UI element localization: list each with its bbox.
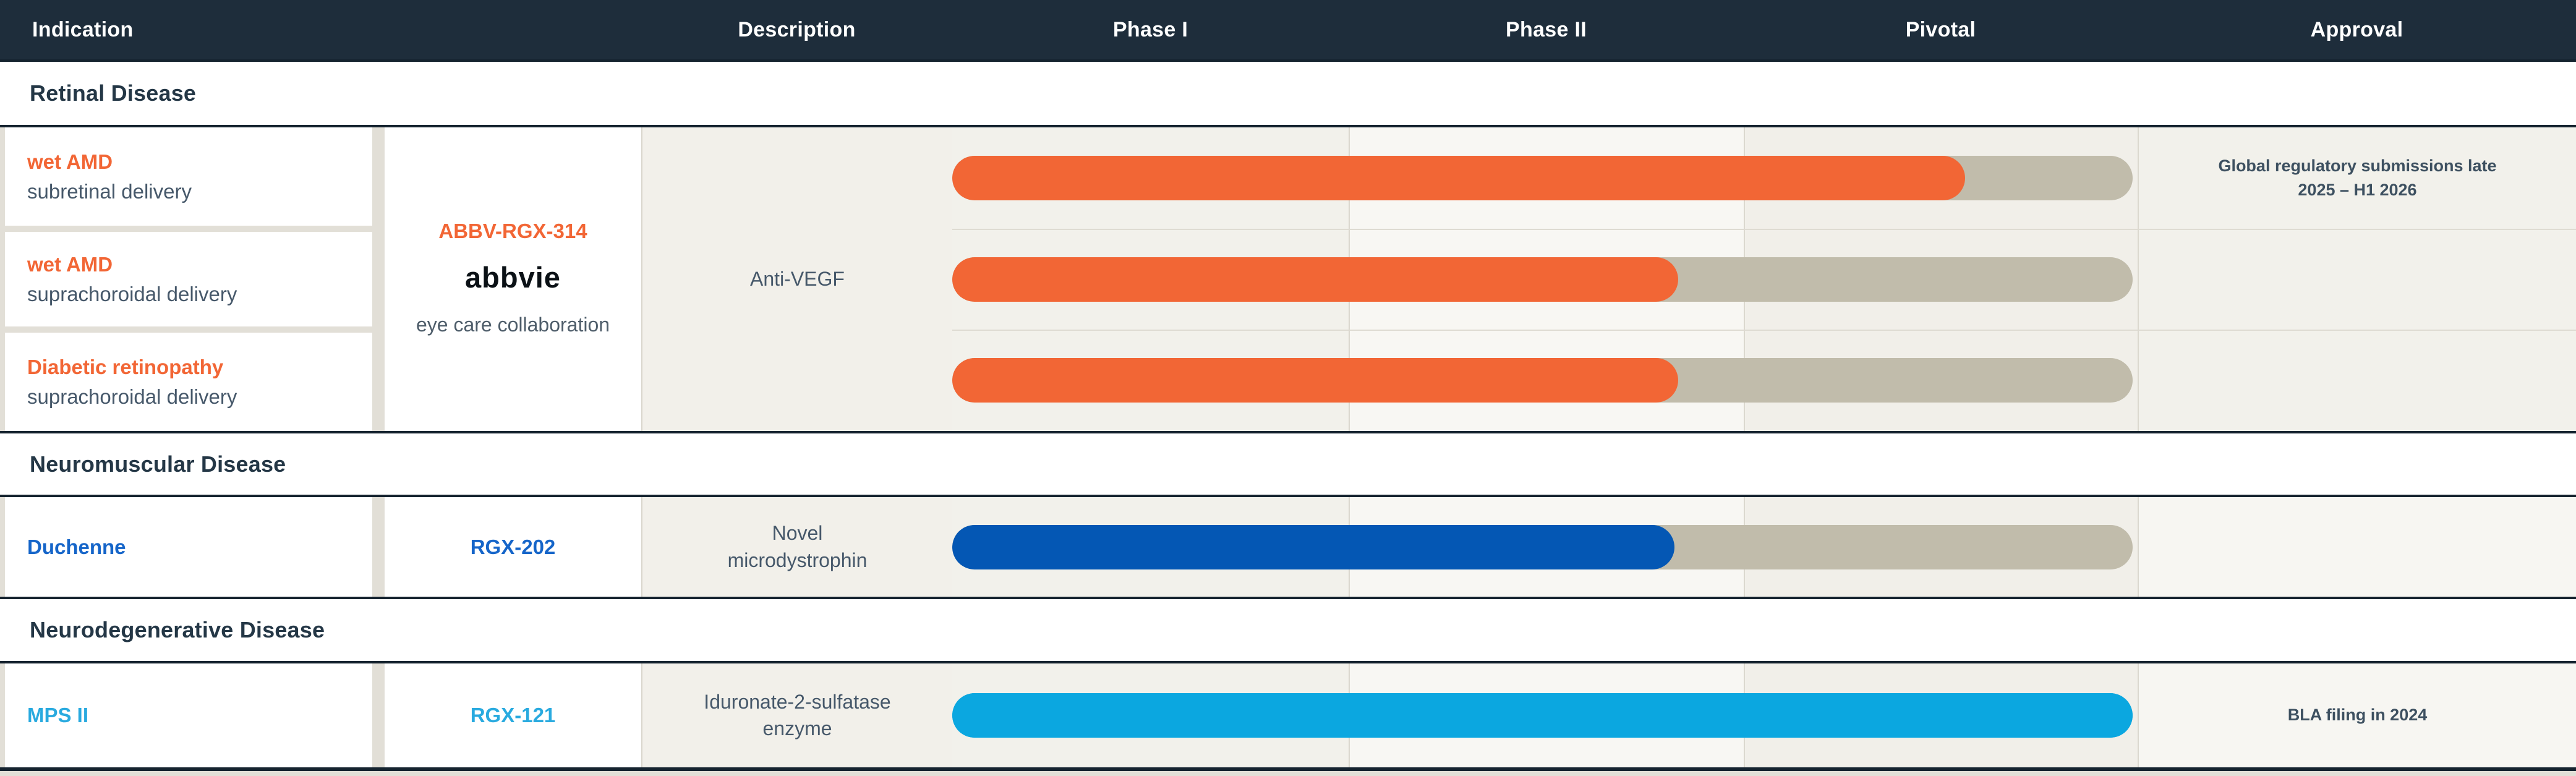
table-row-diabetic-retinopathy: Diabetic retinopathy suprachoroidal deli…: [0, 330, 2576, 433]
description-cell: Iduronate-2-sulfatase enzyme: [641, 663, 952, 767]
progress-track: [952, 257, 2133, 302]
delivery-label: suprachoroidal delivery: [27, 385, 237, 408]
table-row-duchenne: Duchenne RGX-202 Novel microdystrophin: [0, 497, 2576, 599]
delivery-label: subretinal delivery: [27, 179, 192, 203]
column-header-pivotal: Pivotal: [1905, 17, 1976, 41]
indication-label: Diabetic retinopathy: [27, 355, 224, 378]
approval-note: BLA filing in 2024: [2287, 706, 2428, 725]
partner-note: eye care collaboration: [416, 313, 610, 336]
table-row-mps-ii: MPS II RGX-121 Iduronate-2-sulfatase enz…: [0, 663, 2576, 771]
progress-fill: [952, 156, 1965, 200]
description-cell-anti-vegf: Anti-VEGF: [641, 127, 952, 431]
section-title: Neurodegenerative Disease: [30, 617, 325, 642]
progress-fill: [952, 257, 1679, 302]
approval-cell: [2138, 497, 2576, 597]
program-code: ABBV-RGX-314: [438, 220, 587, 243]
section-header-neurodegenerative-disease: Neurodegenerative Disease: [0, 599, 2576, 663]
description-text: Iduronate-2-sulfatase enzyme: [704, 690, 891, 740]
progress-fill: [952, 358, 1679, 403]
column-header-approval: Approval: [2310, 17, 2403, 41]
indication-label: Duchenne: [27, 535, 126, 558]
table-header-row: Indication Description Phase I Phase II …: [0, 0, 2576, 62]
indication-label: wet AMD: [27, 150, 113, 173]
section-header-neuromuscular-disease: Neuromuscular Disease: [0, 433, 2576, 497]
column-header-phase2: Phase II: [1506, 17, 1587, 41]
section-title: Neuromuscular Disease: [30, 451, 286, 477]
progress-track: [952, 358, 2133, 403]
approval-cell: [2138, 330, 2576, 431]
approval-cell: BLA filing in 2024: [2138, 663, 2576, 767]
progress-track: [952, 156, 2133, 200]
abbvie-logo: abbvie: [465, 261, 561, 294]
table-row-wet-amd-suprachoroidal: wet AMD suprachoroidal delivery: [0, 229, 2576, 330]
program-cell-abbv-rgx-314: ABBV-RGX-314 abbvie eye care collaborati…: [385, 127, 641, 431]
description-cell: Novel microdystrophin: [641, 497, 952, 597]
column-header-phase1: Phase I: [1112, 17, 1188, 41]
program-cell: RGX-202: [378, 497, 641, 597]
approval-cell: Global regulatory submissions late 2025 …: [2138, 127, 2576, 229]
indication-label: wet AMD: [27, 252, 113, 276]
column-header-description: Description: [738, 17, 856, 41]
column-header-indication: Indication: [32, 17, 134, 41]
program-cell: RGX-121: [378, 663, 641, 767]
indication-label: MPS II: [27, 704, 89, 727]
section-header-retinal-disease: Retinal Disease: [0, 62, 2576, 127]
retinal-disease-block: wet AMD subretinal delivery Global regul…: [0, 127, 2576, 433]
program-code: RGX-202: [470, 535, 556, 558]
approval-note: Global regulatory submissions late 2025 …: [2218, 156, 2497, 199]
description-text: Novel microdystrophin: [727, 522, 868, 571]
progress-fill: [952, 524, 1675, 569]
description-text: Anti-VEGF: [750, 267, 845, 290]
progress-track: [952, 524, 2133, 569]
program-code: RGX-121: [470, 704, 556, 727]
progress-fill: [952, 693, 2133, 738]
section-title: Retinal Disease: [30, 80, 197, 106]
delivery-label: suprachoroidal delivery: [27, 282, 237, 305]
progress-track: [952, 693, 2133, 738]
table-row-wet-amd-subretinal: wet AMD subretinal delivery Global regul…: [0, 127, 2576, 229]
approval-cell: [2138, 229, 2576, 330]
